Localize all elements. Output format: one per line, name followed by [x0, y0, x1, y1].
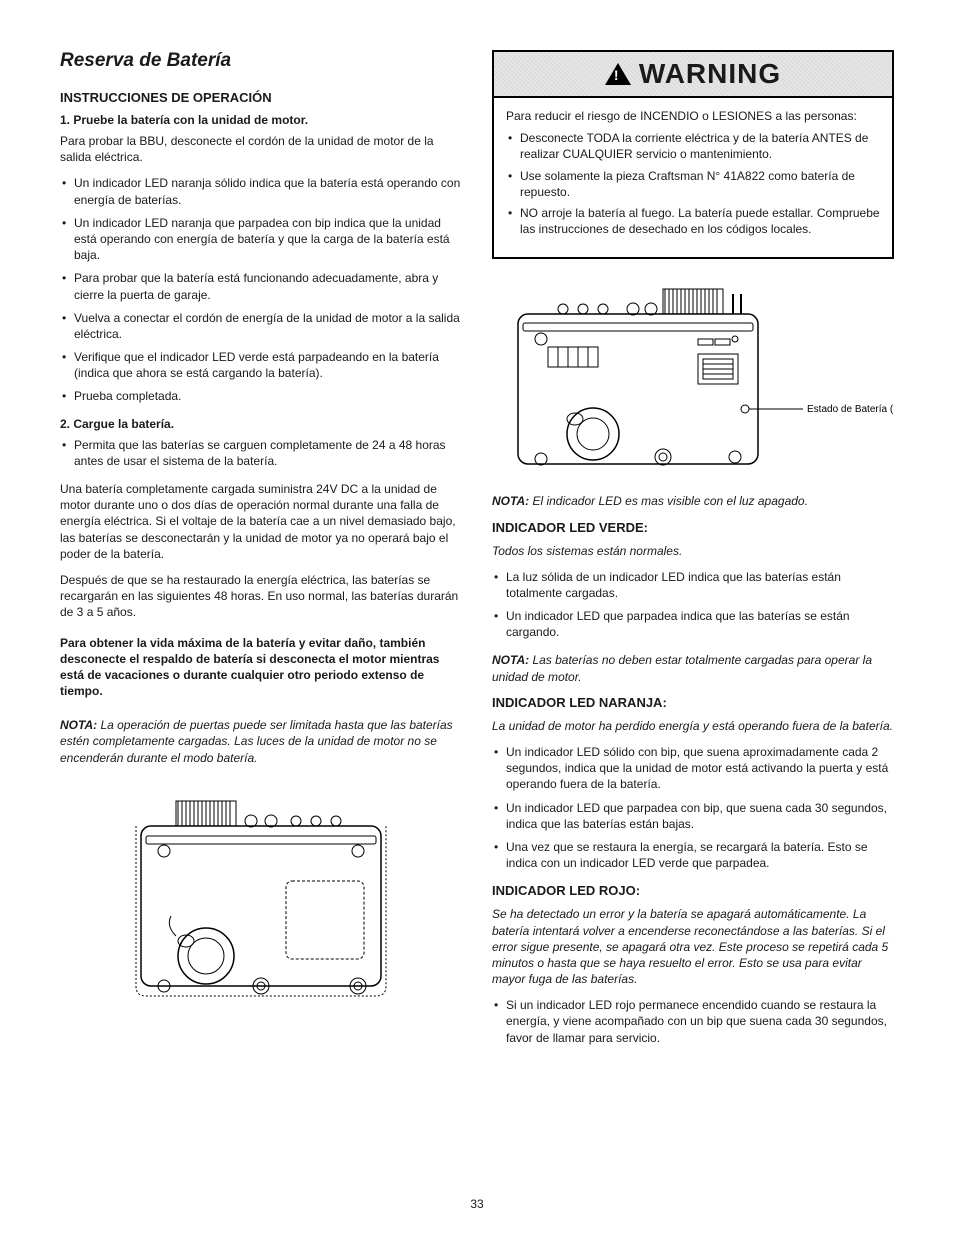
verde-nota-label: NOTA: [492, 653, 529, 667]
list-item: Para probar que la batería está funciona… [60, 270, 462, 302]
nota-block: NOTA: La operación de puertas puede ser … [60, 717, 462, 766]
list-item: Un indicador LED que parpadea indica que… [492, 608, 894, 640]
step1-heading: 1. Pruebe la batería con la unidad de mo… [60, 113, 462, 127]
verde-nota: NOTA: Las baterías no deben estar totalm… [492, 652, 894, 684]
nota2-text: El indicador LED es mas visible con el l… [529, 494, 808, 508]
bold-advisory: Para obtener la vida máxima de la baterí… [60, 635, 462, 700]
instrucciones-heading: INSTRUCCIONES DE OPERACIÓN [60, 90, 462, 105]
right-column: WARNING Para reducir el riesgo de INCEND… [492, 50, 894, 1058]
nota2-block: NOTA: El indicador LED es mas visible co… [492, 493, 894, 509]
step2-para1: Una batería completamente cargada sumini… [60, 481, 462, 562]
rojo-sub: Se ha detectado un error y la batería se… [492, 906, 894, 987]
verde-list: La luz sólida de un indicador LED indica… [492, 569, 894, 641]
list-item: Si un indicador LED rojo permanece encen… [492, 997, 894, 1046]
rojo-list: Si un indicador LED rojo permanece encen… [492, 997, 894, 1046]
naranja-sub: La unidad de motor ha perdido energía y … [492, 718, 894, 734]
warning-word: WARNING [639, 58, 781, 90]
step2-heading: 2. Cargue la batería. [60, 417, 462, 431]
page-number: 33 [470, 1197, 483, 1211]
naranja-heading: INDICADOR LED NARANJA: [492, 695, 894, 710]
list-item: Vuelva a conectar el cordón de energía d… [60, 310, 462, 342]
figure-left-motor-unit [60, 786, 462, 1006]
rojo-heading: INDICADOR LED ROJO: [492, 883, 894, 898]
left-column: Reserva de Batería INSTRUCCIONES DE OPER… [60, 50, 462, 1058]
list-item: NO arroje la batería al fuego. La baterí… [506, 205, 880, 237]
warning-body: Para reducir el riesgo de INCENDIO o LES… [494, 98, 892, 257]
motor-unit-led-illustration: Estado de Batería (LED) [493, 279, 893, 479]
nota-label: NOTA: [60, 718, 97, 732]
step2-list: Permita que las baterías se carguen comp… [60, 437, 462, 469]
warning-intro: Para reducir el riesgo de INCENDIO o LES… [506, 108, 880, 124]
nota2-label: NOTA: [492, 494, 529, 508]
two-column-layout: Reserva de Batería INSTRUCCIONES DE OPER… [60, 50, 894, 1058]
list-item: La luz sólida de un indicador LED indica… [492, 569, 894, 601]
list-item: Verifique que el indicador LED verde est… [60, 349, 462, 381]
list-item: Un indicador LED naranja que parpadea co… [60, 215, 462, 264]
list-item: Un indicador LED sólido con bip, que sue… [492, 744, 894, 793]
fig-led-label: Estado de Batería (LED) [807, 404, 893, 415]
step2-para2: Después de que se ha restaurado la energ… [60, 572, 462, 621]
document-title: Reserva de Batería [60, 50, 462, 72]
warning-header: WARNING [494, 52, 892, 98]
step1-list: Un indicador LED naranja sólido indica q… [60, 175, 462, 404]
warning-triangle-icon [605, 63, 631, 85]
list-item: Prueba completada. [60, 388, 462, 404]
list-item: Un indicador LED naranja sólido indica q… [60, 175, 462, 207]
list-item: Desconecte TODA la corriente eléctrica y… [506, 130, 880, 162]
verde-nota-text: Las baterías no deben estar totalmente c… [492, 653, 872, 683]
verde-sub: Todos los sistemas están normales. [492, 543, 894, 559]
figure-right-motor-unit: Estado de Batería (LED) [492, 279, 894, 479]
nota-text: La operación de puertas puede ser limita… [60, 718, 453, 764]
list-item: Una vez que se restaura la energía, se r… [492, 839, 894, 871]
warning-box: WARNING Para reducir el riesgo de INCEND… [492, 50, 894, 259]
verde-heading: INDICADOR LED VERDE: [492, 520, 894, 535]
warning-list: Desconecte TODA la corriente eléctrica y… [506, 130, 880, 237]
list-item: Permita que las baterías se carguen comp… [60, 437, 462, 469]
step1-intro: Para probar la BBU, desconecte el cordón… [60, 133, 462, 165]
list-item: Use solamente la pieza Craftsman N° 41A8… [506, 168, 880, 200]
list-item: Un indicador LED que parpadea con bip, q… [492, 800, 894, 832]
naranja-list: Un indicador LED sólido con bip, que sue… [492, 744, 894, 871]
motor-unit-illustration [116, 786, 406, 1006]
